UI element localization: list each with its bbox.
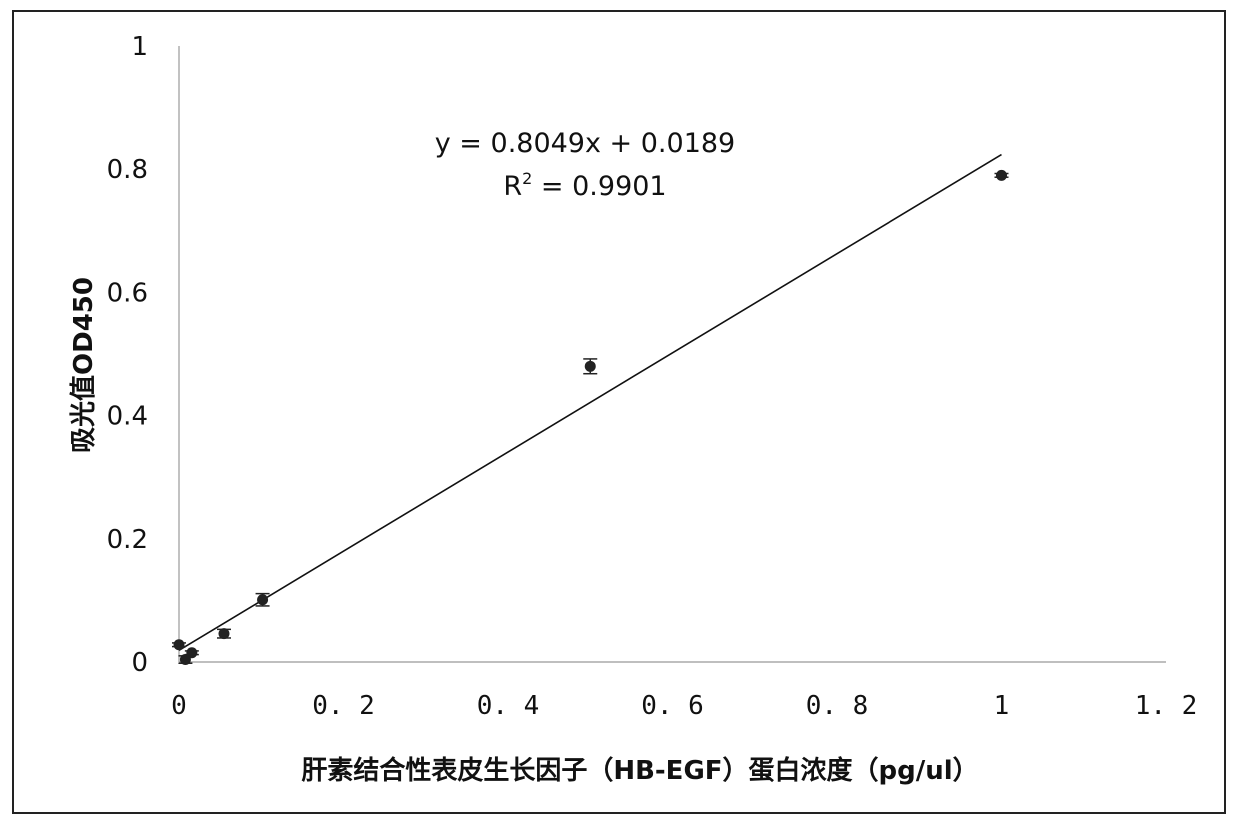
x-tick-label: 0. 8: [806, 691, 869, 721]
y-tick-label: 0.2: [107, 525, 148, 555]
x-tick-label: 1: [994, 691, 1010, 721]
data-point: [583, 359, 597, 374]
data-point: [172, 639, 186, 650]
x-tick-label: 1. 2: [1135, 691, 1198, 721]
r2-value: = 0.9901: [532, 171, 666, 202]
trendline-group: [179, 155, 1002, 651]
y-axis-label: 吸光值OD450: [69, 277, 99, 453]
point-marker: [996, 170, 1007, 181]
x-tick-label: 0. 2: [312, 691, 375, 721]
x-tick-label: 0. 6: [641, 691, 704, 721]
point-marker: [257, 594, 268, 605]
data-points: [172, 170, 1009, 665]
trendline-equation: y = 0.8049x + 0.0189: [435, 128, 735, 159]
point-marker: [218, 628, 229, 639]
y-tick-label: 1: [131, 32, 148, 62]
y-tick-label: 0.6: [107, 278, 148, 308]
x-tick-label: 0: [171, 691, 187, 721]
y-tick-label: 0.8: [107, 155, 148, 185]
r-squared-label: R2 = 0.9901: [503, 169, 666, 202]
x-tick-label: 0. 4: [477, 691, 540, 721]
r2-prefix: R: [503, 171, 522, 202]
r2-superscript: 2: [522, 169, 532, 188]
x-axis-label: 肝素结合性表皮生长因子（HB-EGF）蛋白浓度（pg/ul）: [301, 755, 978, 786]
trendline: [179, 155, 1002, 651]
point-marker: [174, 639, 185, 650]
y-tick-label: 0.4: [107, 402, 148, 432]
point-marker: [186, 647, 197, 658]
data-point: [217, 628, 231, 639]
data-point: [995, 170, 1009, 181]
data-point: [256, 594, 270, 606]
y-tick-label: 0: [131, 648, 148, 678]
point-marker: [585, 361, 596, 372]
y-tick-labels: 0 0.2 0.4 0.6 0.8 1: [107, 32, 148, 678]
x-tick-labels: 0 0. 2 0. 4 0. 6 0. 8 1 1. 2: [171, 691, 1197, 721]
